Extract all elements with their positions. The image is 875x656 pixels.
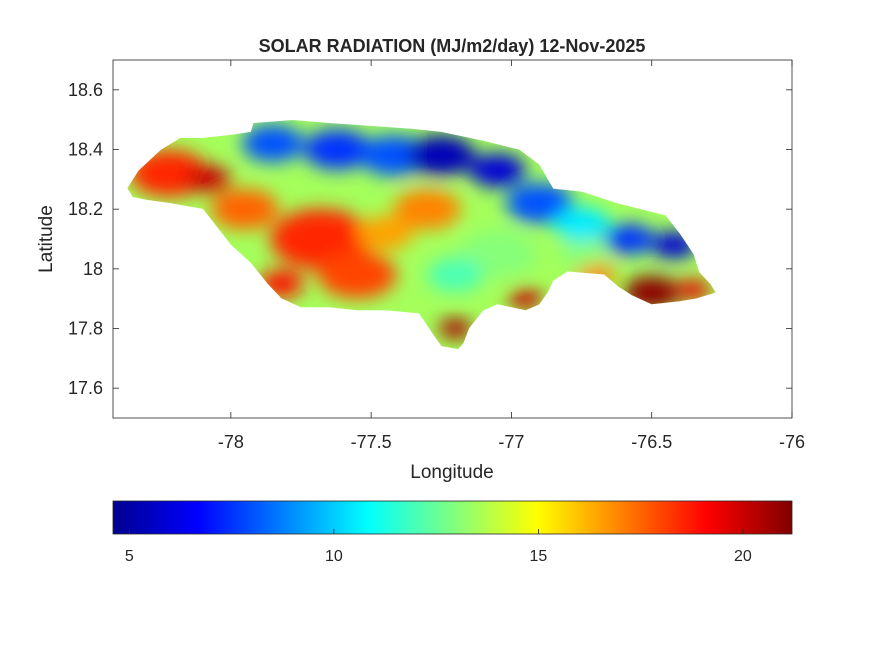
x-tick-label: -78 [218, 432, 244, 452]
y-tick-label: 17.6 [68, 378, 103, 398]
x-tick-label: -77 [498, 432, 524, 452]
heat-cell [359, 135, 428, 176]
heat-cell [317, 251, 397, 299]
heat-cell [559, 240, 605, 268]
heat-cell [242, 125, 304, 163]
colorbar [112, 500, 793, 535]
heat-cell [508, 288, 543, 309]
y-tick-label: 18.4 [68, 140, 103, 160]
heat-cell [303, 129, 372, 170]
heat-cell [185, 165, 231, 193]
y-axis: 17.6 17.8 18 18.2 18.4 18.6 [68, 80, 792, 398]
heat-cell [427, 257, 484, 292]
colorbar-tick-label: 10 [325, 548, 343, 565]
x-tick-label: -77.5 [351, 432, 392, 452]
heat-cell [553, 207, 610, 241]
colorbar-tick-label: 5 [125, 548, 134, 565]
colorbar-tick-label: 20 [734, 548, 752, 565]
heat-cell [211, 188, 279, 230]
heat-cell [407, 135, 475, 176]
x-tick-label: -76.5 [631, 432, 672, 452]
heat-cell [604, 223, 655, 255]
heat-cell [676, 279, 711, 300]
y-tick-label: 18.6 [68, 80, 103, 100]
axes-box [112, 59, 793, 419]
heat-cell [505, 182, 574, 224]
heat-cell [469, 153, 526, 188]
y-tick-label: 18.2 [68, 199, 103, 219]
island-outline [126, 119, 717, 350]
x-tick-label: -76 [779, 432, 805, 452]
x-axis: -78 -77.5 -77 -76.5 -76 [218, 60, 805, 452]
colorbar-ticks: 5 10 15 20 [125, 529, 752, 565]
chart-title: SOLAR RADIATION (MJ/m2/day) 12-Nov-2025 [259, 36, 646, 56]
y-tick-label: 17.8 [68, 319, 103, 339]
colorbar-tick-label: 15 [529, 548, 547, 565]
y-tick-label: 18 [83, 259, 103, 279]
heat-cell [438, 318, 473, 339]
heat-cell [357, 216, 414, 250]
heat-cell [393, 188, 461, 230]
y-axis-label: Latitude [36, 205, 57, 273]
x-axis-label: Longitude [410, 462, 493, 483]
